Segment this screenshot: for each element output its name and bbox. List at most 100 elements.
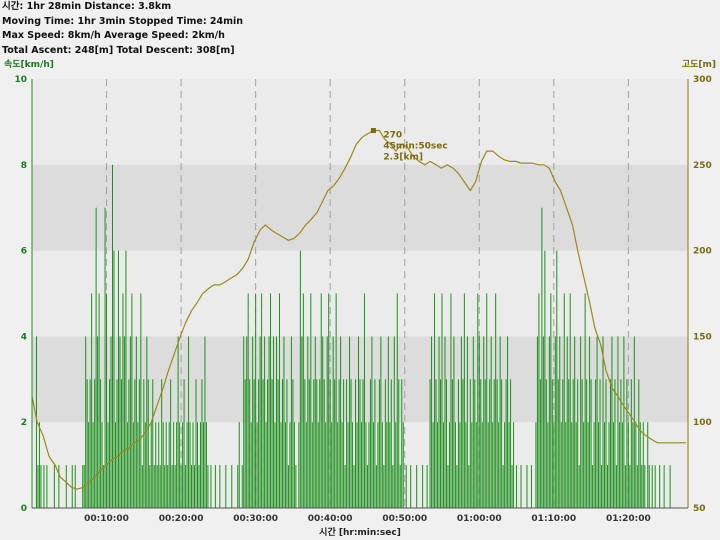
speed-bar	[442, 422, 444, 508]
stats-line-speed: Max Speed: 8km/h Average Speed: 2km/h	[2, 30, 225, 41]
speed-bar	[437, 422, 439, 508]
speed-bar	[530, 465, 532, 508]
speed-bar	[94, 379, 96, 508]
speed-bar	[126, 422, 128, 508]
speed-bar	[74, 465, 76, 508]
speed-bar	[350, 379, 352, 508]
speed-bar	[383, 465, 385, 508]
speed-bar	[191, 465, 193, 508]
speed-bar	[167, 465, 169, 508]
speed-bar	[338, 379, 340, 508]
speed-bar	[246, 336, 248, 508]
speed-bar	[508, 422, 510, 508]
plot-band	[32, 250, 688, 337]
right-tick-label: 250	[693, 161, 712, 171]
speed-bar	[274, 422, 276, 508]
speed-bar	[104, 207, 106, 508]
speed-bar	[344, 465, 346, 508]
speed-bar	[156, 465, 158, 508]
speed-bar	[362, 379, 364, 508]
speed-bar	[426, 465, 428, 508]
speed-bar	[432, 422, 434, 508]
speed-bar	[307, 336, 309, 508]
speed-bar	[630, 379, 632, 508]
speed-bar	[560, 422, 562, 508]
speed-bar	[147, 379, 149, 508]
x-tick-label: 00:30:00	[233, 514, 278, 524]
speed-bar	[386, 422, 388, 508]
speed-bar	[389, 422, 391, 508]
speed-bar	[602, 336, 604, 508]
speed-bar	[252, 336, 254, 508]
speed-bar	[331, 422, 333, 508]
speed-bar	[298, 422, 300, 508]
speed-bar	[618, 422, 620, 508]
speed-bar	[469, 379, 471, 508]
speed-bar	[431, 336, 433, 508]
speed-bar	[244, 379, 246, 508]
speed-bar	[405, 465, 407, 508]
speed-bar	[82, 465, 84, 508]
speed-bar	[276, 336, 278, 508]
speed-bar	[112, 164, 114, 509]
speed-bar	[608, 422, 610, 508]
speed-bar	[323, 379, 325, 508]
speed-bar	[249, 379, 251, 508]
speed-bar	[511, 465, 513, 508]
speed-bar	[179, 422, 181, 508]
speed-bar	[624, 465, 626, 508]
speed-bar	[314, 336, 316, 508]
speed-bar	[295, 465, 297, 508]
speed-bar	[332, 336, 334, 508]
right-tick-label: 150	[693, 332, 712, 342]
speed-bar	[571, 422, 573, 508]
speed-bar	[410, 465, 412, 508]
speed-bar	[135, 336, 137, 508]
speed-bar	[547, 422, 549, 508]
speed-bar	[119, 336, 121, 508]
speed-bar	[143, 379, 145, 508]
speed-bar	[319, 379, 321, 508]
speed-bar	[334, 379, 336, 508]
speed-bar	[545, 379, 547, 508]
speed-bar	[605, 379, 607, 508]
x-tick-label: 01:00:00	[457, 514, 502, 524]
speed-bar	[310, 293, 312, 508]
speed-bar	[575, 422, 577, 508]
speed-bar	[199, 422, 201, 508]
speed-bar	[311, 422, 313, 508]
speed-bar	[623, 336, 625, 508]
speed-bar	[580, 336, 582, 508]
speed-bar	[165, 422, 167, 508]
speed-bar	[615, 465, 617, 508]
speed-bar	[98, 293, 100, 508]
speed-bar	[489, 379, 491, 508]
peak-annotation-label: 45min:50sec	[383, 141, 447, 151]
speed-bar	[460, 336, 462, 508]
speed-bar	[563, 293, 565, 508]
speed-bar	[641, 465, 643, 508]
speed-bar	[377, 422, 379, 508]
speed-bar	[270, 293, 272, 508]
speed-bar	[516, 465, 518, 508]
speed-bar	[110, 336, 112, 508]
speed-bar	[231, 465, 233, 508]
speed-bar	[37, 465, 39, 508]
speed-bar	[581, 379, 583, 508]
speed-bar	[106, 293, 108, 508]
speed-bar	[198, 465, 200, 508]
speed-bar	[347, 422, 349, 508]
speed-bar	[283, 336, 285, 508]
speed-bar	[194, 465, 196, 508]
speed-bar	[559, 336, 561, 508]
speed-bar	[183, 379, 185, 508]
speed-bar	[103, 465, 105, 508]
speed-bar	[53, 465, 55, 508]
speed-bar	[346, 379, 348, 508]
speed-bar	[445, 379, 447, 508]
speed-bar	[392, 465, 394, 508]
speed-bar	[462, 379, 464, 508]
speed-bar	[635, 422, 637, 508]
speed-bar	[46, 465, 48, 508]
speed-bar	[365, 422, 367, 508]
